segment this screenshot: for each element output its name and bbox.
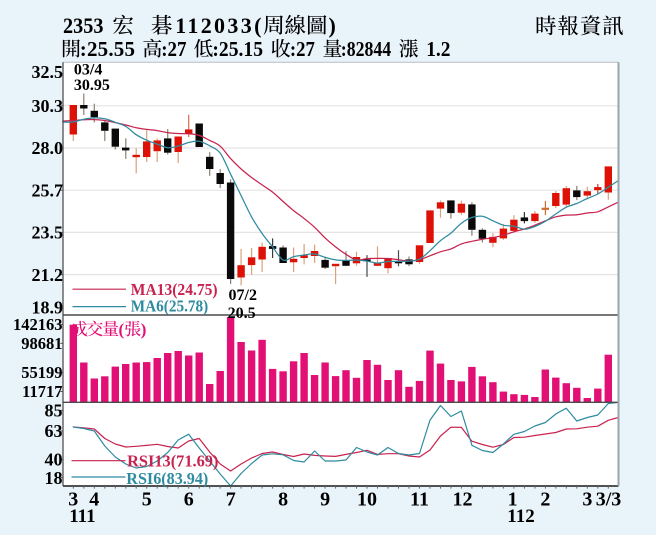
svg-text:03/4: 03/4 [74, 61, 102, 78]
svg-text:8: 8 [278, 489, 288, 511]
svg-text:3: 3 [68, 489, 78, 511]
svg-text:11: 11 [410, 489, 429, 511]
svg-text:30.3: 30.3 [32, 96, 64, 116]
svg-text::25.15: :25.15 [212, 37, 263, 61]
svg-text:55199: 55199 [21, 363, 62, 382]
svg-text:112: 112 [507, 506, 534, 527]
svg-text:1.2: 1.2 [426, 37, 450, 61]
svg-text:10: 10 [357, 489, 377, 511]
svg-text:7: 7 [226, 489, 236, 511]
svg-text:4: 4 [89, 489, 99, 511]
svg-text:2: 2 [540, 489, 550, 511]
svg-text:63: 63 [45, 421, 63, 441]
svg-text:RSI6(83.94): RSI6(83.94) [126, 469, 208, 488]
svg-text:3: 3 [582, 489, 592, 511]
svg-text:9: 9 [320, 489, 330, 511]
svg-text::82844: :82844 [341, 37, 392, 61]
svg-text:111: 111 [69, 506, 95, 527]
svg-text:40: 40 [45, 450, 63, 470]
svg-text:): ) [329, 13, 336, 38]
svg-text:(: ( [119, 320, 125, 339]
svg-text:6: 6 [184, 489, 194, 511]
svg-text:30.95: 30.95 [74, 77, 110, 94]
svg-text:21.2: 21.2 [32, 265, 64, 285]
svg-text:25.7: 25.7 [32, 180, 64, 200]
svg-text:112033(: 112033( [175, 13, 261, 38]
svg-text:5: 5 [142, 489, 152, 511]
svg-text:MA13(24.75): MA13(24.75) [131, 280, 218, 299]
svg-text:23.5: 23.5 [32, 223, 64, 243]
svg-text:28.0: 28.0 [32, 138, 64, 158]
svg-text:2353: 2353 [63, 13, 104, 38]
svg-text:18: 18 [45, 468, 63, 488]
svg-text::27: :27 [161, 37, 186, 61]
svg-text:): ) [141, 320, 147, 339]
svg-text:07/2: 07/2 [229, 287, 257, 304]
svg-text:32.5: 32.5 [32, 62, 64, 82]
svg-text:MA6(25.78): MA6(25.78) [131, 296, 208, 315]
svg-text:142163: 142163 [13, 315, 63, 334]
svg-text:3/3: 3/3 [596, 489, 622, 511]
svg-text:12: 12 [453, 489, 473, 511]
svg-text:RSI13(71.69): RSI13(71.69) [127, 452, 218, 471]
svg-text:1: 1 [508, 489, 518, 511]
svg-text:98681: 98681 [21, 334, 62, 353]
svg-text::27: :27 [290, 37, 315, 61]
svg-text:85: 85 [45, 401, 63, 421]
svg-text:18.9: 18.9 [32, 297, 64, 317]
svg-text:11717: 11717 [22, 382, 62, 401]
svg-text::25.55: :25.55 [80, 37, 135, 61]
svg-text:20.5: 20.5 [228, 305, 256, 322]
